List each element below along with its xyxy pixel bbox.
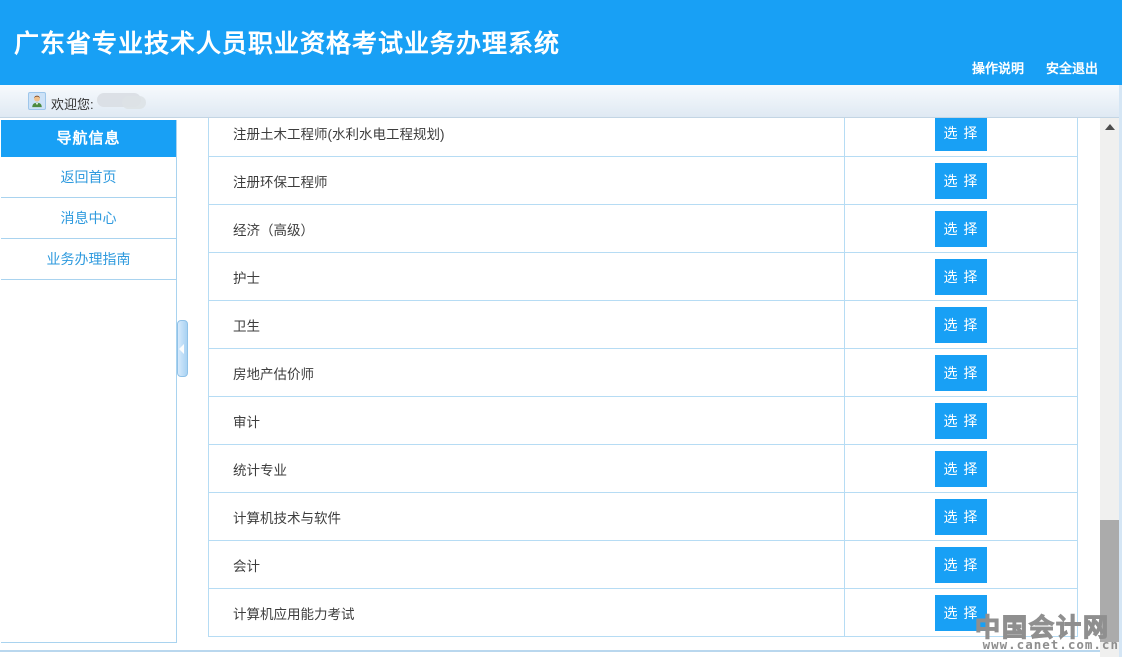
sidebar-item-label: 业务办理指南 [46, 251, 131, 267]
table-row: 注册环保工程师 选 择 [209, 157, 1077, 205]
username-redacted-2 [122, 96, 146, 109]
select-button[interactable]: 选 择 [935, 594, 987, 631]
exam-name-cell: 计算机应用能力考试 [209, 589, 845, 636]
exam-action-cell: 选 择 [845, 157, 1077, 204]
vertical-scrollbar[interactable] [1100, 118, 1119, 657]
person-icon [32, 95, 42, 108]
exam-name-cell: 统计专业 [209, 445, 845, 492]
exam-name-cell: 经济（高级） [209, 205, 845, 252]
exam-action-cell: 选 择 [845, 349, 1077, 396]
sidebar-nav-item[interactable]: 返回首页 [1, 157, 176, 198]
exam-name-cell: 审计 [209, 397, 845, 444]
sidebar-item-label: 返回首页 [60, 169, 117, 185]
exam-name-cell: 护士 [209, 253, 845, 300]
exam-action-cell: 选 择 [845, 205, 1077, 252]
exam-name: 审计 [233, 414, 260, 430]
table-row: 注册土木工程师(水利水电工程规划) 选 择 [209, 109, 1077, 157]
table-row: 审计 选 择 [209, 397, 1077, 445]
header-links: 操作说明 安全退出 [972, 58, 1098, 77]
exam-action-cell: 选 择 [845, 253, 1077, 300]
exam-name-cell: 计算机技术与软件 [209, 493, 845, 540]
exam-name: 计算机技术与软件 [233, 510, 341, 526]
exam-name: 注册环保工程师 [233, 174, 328, 190]
scrollbar-up-button[interactable] [1100, 118, 1119, 135]
sidebar-item-label: 消息中心 [60, 210, 117, 226]
exam-table: 注册土木工程师(水利水电工程规划) 选 择 注册环保工程师 选 择 经济（高级）… [208, 109, 1078, 637]
exam-name-cell: 注册土木工程师(水利水电工程规划) [209, 109, 845, 156]
select-button[interactable]: 选 择 [935, 450, 987, 487]
table-row: 卫生 选 择 [209, 301, 1077, 349]
bottom-border-line [0, 650, 1100, 652]
sidebar-nav-item[interactable]: 业务办理指南 [1, 239, 176, 280]
right-edge-border [1119, 85, 1122, 657]
exam-action-cell: 选 择 [845, 109, 1077, 156]
exam-name: 注册土木工程师(水利水电工程规划) [233, 126, 445, 142]
exam-name-cell: 会计 [209, 541, 845, 588]
table-row: 会计 选 择 [209, 541, 1077, 589]
table-row: 经济（高级） 选 择 [209, 205, 1077, 253]
sidebar-items: 返回首页 消息中心 业务办理指南 [1, 157, 176, 280]
table-row: 房地产估价师 选 择 [209, 349, 1077, 397]
exam-action-cell: 选 择 [845, 301, 1077, 348]
select-button[interactable]: 选 择 [935, 402, 987, 439]
collapse-left-arrow-icon [179, 343, 184, 354]
operation-guide-link[interactable]: 操作说明 [971, 61, 1024, 76]
exam-name: 卫生 [233, 318, 260, 334]
table-row: 护士 选 择 [209, 253, 1077, 301]
exam-name-cell: 卫生 [209, 301, 845, 348]
exam-action-cell: 选 择 [845, 589, 1077, 636]
exam-name: 经济（高级） [233, 222, 314, 238]
table-row: 统计专业 选 择 [209, 445, 1077, 493]
exam-action-cell: 选 择 [845, 541, 1077, 588]
exam-action-cell: 选 择 [845, 397, 1077, 444]
exam-name: 会计 [233, 558, 260, 574]
exam-name: 统计专业 [233, 462, 287, 478]
welcome-bar: 欢迎您: [0, 85, 1122, 118]
safe-logout-link[interactable]: 安全退出 [1045, 61, 1098, 76]
exam-name: 计算机应用能力考试 [233, 606, 355, 622]
app-header: 广东省专业技术人员职业资格考试业务办理系统 操作说明 安全退出 [0, 0, 1122, 85]
select-button[interactable]: 选 择 [935, 354, 987, 391]
scrollbar-thumb[interactable] [1100, 520, 1119, 642]
select-button[interactable]: 选 择 [935, 162, 987, 199]
up-arrow-icon [1104, 123, 1115, 130]
exam-name-cell: 注册环保工程师 [209, 157, 845, 204]
sidebar-collapse-handle[interactable] [177, 320, 188, 377]
select-button[interactable]: 选 择 [935, 114, 987, 151]
welcome-greeting: 欢迎您: [51, 97, 94, 112]
select-button[interactable]: 选 择 [935, 258, 987, 295]
exam-name-cell: 房地产估价师 [209, 349, 845, 396]
select-button[interactable]: 选 择 [935, 210, 987, 247]
app-title: 广东省专业技术人员职业资格考试业务办理系统 [14, 30, 561, 58]
sidebar-nav: 导航信息 返回首页 消息中心 业务办理指南 [1, 120, 177, 643]
exam-name: 房地产估价师 [233, 366, 314, 382]
user-avatar-icon [28, 92, 46, 110]
sidebar-title: 导航信息 [1, 120, 176, 157]
exam-action-cell: 选 择 [845, 445, 1077, 492]
select-button[interactable]: 选 择 [935, 546, 987, 583]
table-row: 计算机应用能力考试 选 择 [209, 589, 1077, 637]
table-row: 计算机技术与软件 选 择 [209, 493, 1077, 541]
select-button[interactable]: 选 择 [935, 306, 987, 343]
sidebar-nav-item[interactable]: 消息中心 [1, 198, 176, 239]
exam-action-cell: 选 择 [845, 493, 1077, 540]
exam-name: 护士 [233, 270, 260, 286]
select-button[interactable]: 选 择 [935, 498, 987, 535]
